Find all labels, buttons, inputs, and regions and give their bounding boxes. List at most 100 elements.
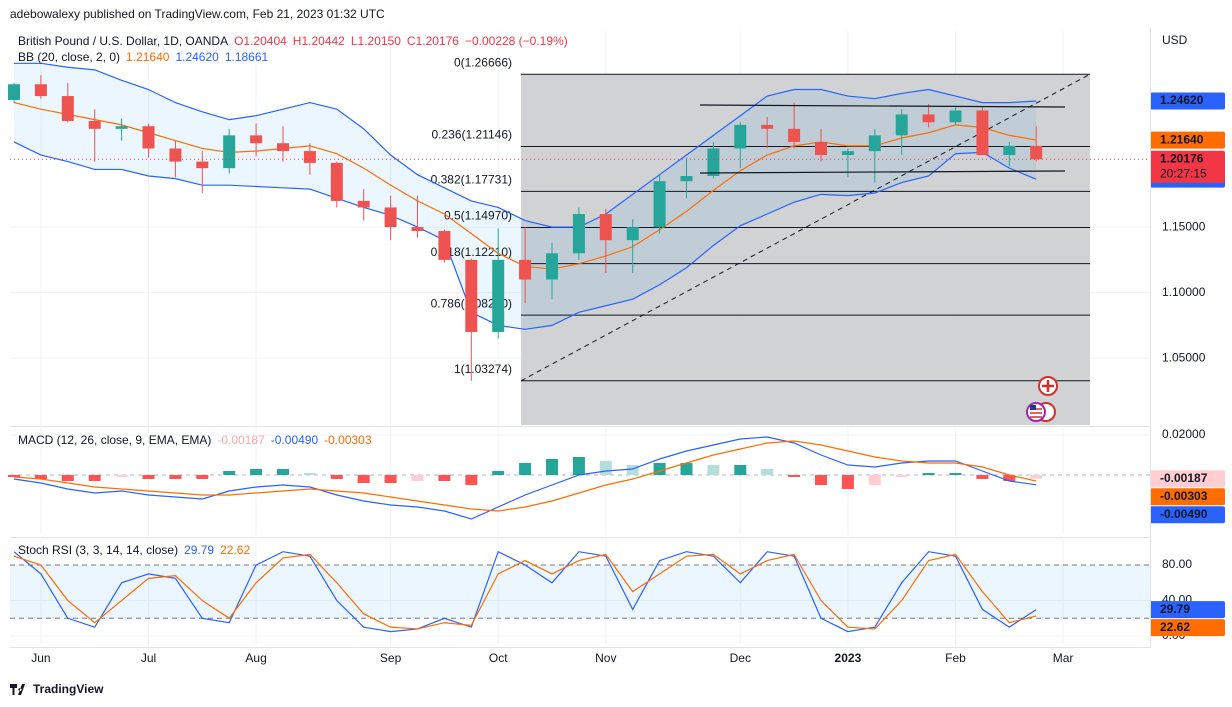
macd-histogram-bar [142,475,155,479]
time-tick-label: Jul [141,651,156,665]
y-tick-label: 80.00 [1162,557,1192,571]
price-tag [1150,601,1225,619]
macd-value: -0.00490 [271,433,319,447]
legend: British Pound / U.S. Dollar, 1D, OANDA O1… [18,34,568,48]
candle-body [384,207,397,228]
macd-legend: MACD (12, 26, close, 9, EMA, EMA) -0.0018… [18,433,372,447]
macd-histogram-bar [250,469,263,475]
macd-histogram-bar [895,475,908,477]
fib-label: 0.236(1.21146) [431,128,512,142]
stoch-value: 29.79 [184,543,214,557]
macd-histogram-bar [223,471,236,475]
price-tag [1150,619,1225,637]
candle-body [788,128,801,142]
tv-logo [10,684,25,695]
stoch-value: 22.62 [220,543,250,557]
time-tick-label: Sep [380,651,402,665]
candle-body [734,124,747,149]
price-tag-label: -0.00490 [1160,507,1208,521]
candle-body [949,110,962,123]
macd-histogram-bar [868,475,881,485]
macd-histogram-bar [653,463,666,475]
macd-histogram-bar [546,459,558,475]
macd-histogram-bar [519,463,532,475]
bb-line [13,141,1037,330]
fib-label: 0(1.26666) [454,55,512,69]
macd-line [13,436,1037,520]
candle-body [115,126,128,129]
macd-histogram-bar [465,475,478,485]
macd-histogram-bar [384,475,397,483]
candle-body [761,124,774,129]
candle-body [411,227,424,232]
macd-histogram-bar [115,475,128,477]
y-tick-label: 1.05000 [1162,350,1206,364]
price-tag-label: 22.62 [1160,620,1190,634]
macd-histogram-bar [788,475,801,477]
macd-histogram-bar [949,473,962,475]
macd-histogram-bar [976,475,989,479]
price-tag-label: -0.00187 [1160,471,1208,485]
price-tag-label: -0.00303 [1160,489,1208,503]
stoch-legend: Stoch RSI (3, 3, 14, 14, close) 29.79 22.6… [18,543,250,557]
candle-body [8,84,20,100]
candle-body [88,120,101,129]
stoch-line [13,553,1037,630]
candle-body [330,162,343,201]
time-tick-label: 2023 [835,651,862,665]
macd-histogram-bar [680,463,693,475]
macd-histogram-bar [438,475,451,481]
macd-histogram-bar [61,475,74,481]
candle-body [599,214,612,241]
flag-gb-cross [1042,380,1054,392]
candle-body [653,181,666,228]
y-tick-label: 1.10000 [1162,285,1206,299]
candle-body [357,200,370,208]
macd-histogram-bar [411,475,424,481]
price-tag [1150,506,1225,524]
macd-histogram-bar [922,473,935,475]
candle-body [868,135,881,152]
candle-body [707,148,720,176]
macd-histogram-bar [277,469,289,475]
stoch-title: Stoch RSI (3, 3, 14, 14, close) [18,543,178,557]
bb-value: 1.18661 [225,50,269,64]
flag-canton [1030,405,1036,410]
candle-body [34,84,47,97]
price-tag-label: 1.20176 [1160,151,1204,165]
macd-histogram-bar [815,475,827,485]
band-fill [14,63,1037,330]
macd-histogram-bar [34,475,47,479]
time-tick-label: Aug [245,651,266,665]
change: −0.00228 (−0.19%) [465,34,568,48]
candle-body [546,253,558,280]
candle-body [142,126,155,149]
time-tick-label: Nov [595,651,616,665]
bb-value: 1.21640 [126,50,170,64]
macd-histogram-bar [196,475,209,479]
footer-brand: TradingView [33,682,104,696]
price-tag [1150,488,1225,506]
candle-body [169,148,182,162]
macd-value: -0.00303 [324,433,372,447]
trend-line [699,104,1066,108]
price-tag-label: 29.79 [1160,602,1190,616]
candle-body [61,96,74,121]
bb-value: 1.24620 [175,50,219,64]
bb-title: BB (20, close, 2, 0) [18,50,120,64]
candle-body [976,110,989,156]
y-tick-label: 0.02000 [1162,427,1206,441]
macd-histogram-bar [169,475,182,479]
fib-label: 0.382(1.17731) [431,172,512,186]
macd-histogram-bar [841,475,854,489]
time-tick-label: Oct [489,651,508,665]
candle-body [277,143,289,152]
countdown: 20:27:15 [1160,166,1207,180]
macd-histogram-bar [492,471,505,475]
candle-body [519,259,532,280]
candle-body [680,175,693,182]
price-tag [1150,131,1225,149]
macd-histogram-bar [330,475,343,479]
